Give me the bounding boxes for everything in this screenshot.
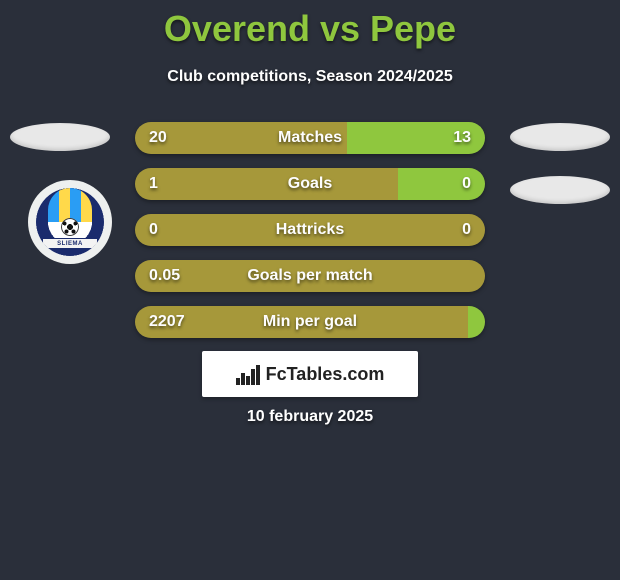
soccer-ball-icon: [61, 218, 79, 236]
stat-row: 1Goals0: [135, 164, 485, 204]
stat-row: 20Matches13: [135, 118, 485, 158]
brand-box[interactable]: FcTables.com: [202, 351, 418, 397]
stats-infographic: Overend vs Pepe Club competitions, Seaso…: [0, 0, 620, 580]
stat-label: Min per goal: [135, 302, 485, 342]
stat-row: 0Hattricks0: [135, 210, 485, 250]
badge-banner: SLIEMA: [42, 238, 98, 249]
player-placeholder-right-1: [510, 123, 610, 151]
stat-value-right: 13: [453, 118, 471, 158]
page-title: Overend vs Pepe: [0, 0, 620, 50]
player-placeholder-left: [10, 123, 110, 151]
stat-label: Goals per match: [135, 256, 485, 296]
stat-value-right: 0: [462, 164, 471, 204]
stat-label: Hattricks: [135, 210, 485, 250]
badge-stripes: [48, 188, 92, 222]
stat-value-right: 0: [462, 210, 471, 250]
stat-row: 2207Min per goal: [135, 302, 485, 342]
brand-text: FcTables.com: [266, 364, 385, 385]
date-text: 10 february 2025: [0, 408, 620, 426]
player-placeholder-right-2: [510, 176, 610, 204]
subtitle: Club competitions, Season 2024/2025: [0, 68, 620, 86]
stats-panel: 20Matches131Goals00Hattricks00.05Goals p…: [135, 118, 485, 348]
brand-logo-icon: [236, 363, 260, 385]
stat-label: Matches: [135, 118, 485, 158]
stat-row: 0.05Goals per match: [135, 256, 485, 296]
stat-label: Goals: [135, 164, 485, 204]
club-badge: SLIEMA: [20, 180, 120, 266]
badge-inner: SLIEMA: [36, 188, 104, 256]
